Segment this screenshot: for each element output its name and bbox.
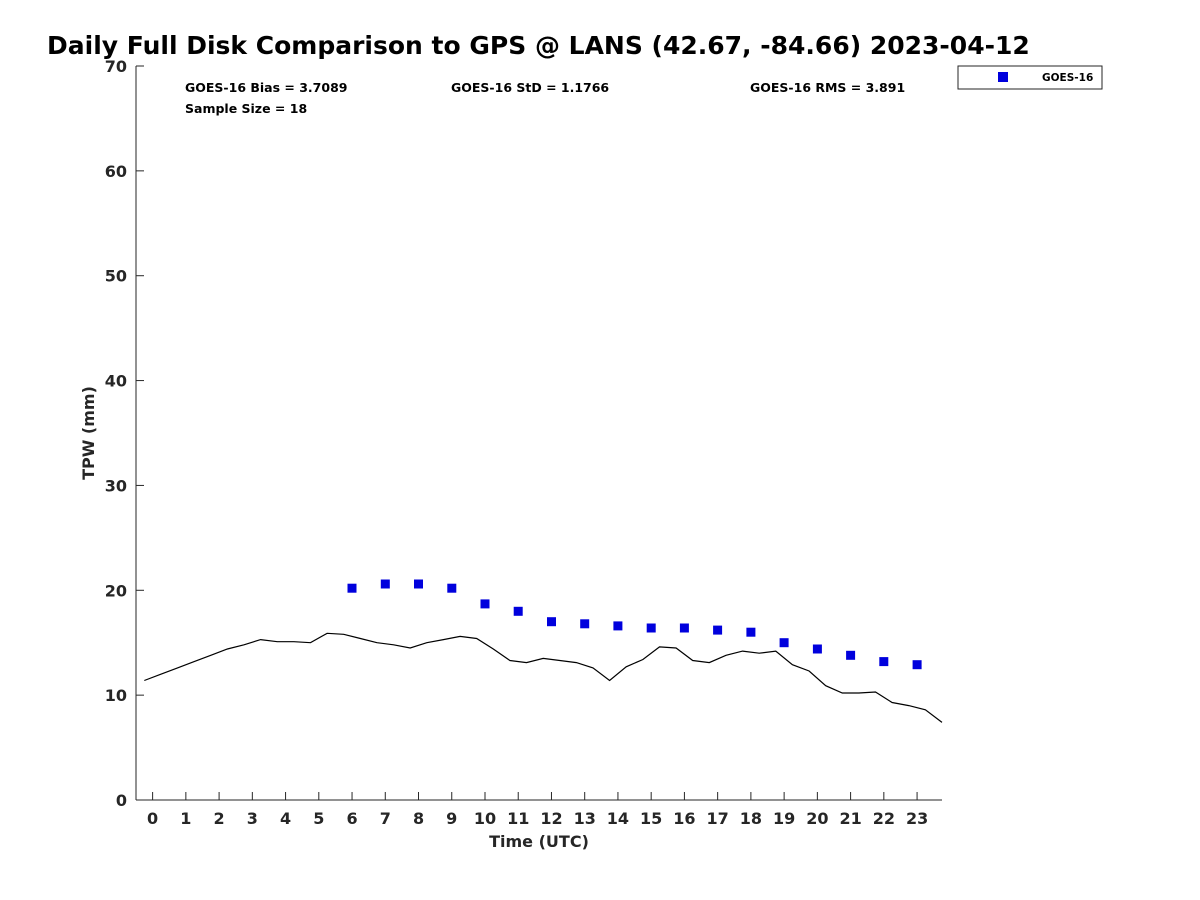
goes16-data-point [547, 617, 556, 627]
y-tick-label: 50 [105, 267, 127, 286]
x-tick-label: 0 [147, 809, 158, 828]
x-tick-label: 21 [839, 809, 861, 828]
x-tick-label: 5 [313, 809, 324, 828]
x-tick-label: 3 [247, 809, 258, 828]
x-tick-label: 2 [214, 809, 225, 828]
goes16-data-point [746, 627, 756, 637]
legend: GOES-16 [957, 65, 1103, 90]
chart-title: Daily Full Disk Comparison to GPS @ LANS… [47, 31, 1030, 60]
goes16-data-point [912, 660, 922, 670]
x-tick-label: 11 [507, 809, 529, 828]
x-tick-label: 20 [806, 809, 828, 828]
legend-box [957, 65, 1103, 90]
x-tick-label: 22 [873, 809, 895, 828]
x-tick-label: 7 [380, 809, 391, 828]
goes16-data-point [414, 579, 423, 589]
x-tick-label: 9 [446, 809, 457, 828]
plot-area [135, 66, 942, 801]
goes16-data-point [646, 623, 656, 633]
y-tick-label: 30 [105, 476, 127, 495]
x-tick-label: 4 [280, 809, 291, 828]
x-tick-label: 17 [707, 809, 729, 828]
goes16-data-point [812, 644, 822, 654]
goes16-data-point [613, 621, 623, 631]
goes16-data-point [713, 625, 723, 635]
x-tick-label: 23 [906, 809, 928, 828]
goes16-data-point [447, 583, 457, 593]
y-tick-label: 60 [105, 162, 127, 181]
y-ticks: 0 10 20 30 40 50 60 70 [105, 57, 144, 810]
x-tick-label: 18 [740, 809, 762, 828]
x-tick-label: 15 [640, 809, 662, 828]
goes16-data-point [347, 583, 357, 593]
std-stat: GOES-16 StD = 1.1766 [451, 80, 609, 95]
y-axis-label: TPW (mm) [79, 386, 98, 480]
x-tick-label: 6 [346, 809, 357, 828]
sample-size-stat: Sample Size = 18 [185, 101, 307, 116]
x-axis-label: Time (UTC) [489, 832, 589, 851]
goes16-data-point [879, 657, 889, 667]
x-tick-label: 10 [474, 809, 496, 828]
y-tick-label: 40 [105, 372, 127, 391]
x-tick-label: 8 [413, 809, 424, 828]
legend-label-goes16: GOES-16 [1042, 72, 1093, 84]
goes16-data-point [580, 619, 590, 629]
gps-tpw-line [144, 632, 943, 723]
x-ticks: 0 1 2 3 4 5 6 7 8 9 10 11 12 13 14 15 16 17 18 19 20 21 22 23 [147, 792, 928, 828]
x-tick-label: 16 [673, 809, 695, 828]
series-layer [144, 579, 943, 723]
y-tick-label: 0 [116, 791, 127, 810]
y-tick-label: 20 [105, 581, 127, 600]
legend-marker-goes16 [998, 72, 1008, 82]
x-tick-label: 13 [574, 809, 596, 828]
x-tick-label: 19 [773, 809, 795, 828]
goes16-data-point [846, 650, 856, 660]
bias-stat: GOES-16 Bias = 3.7089 [185, 80, 347, 95]
rms-stat: GOES-16 RMS = 3.891 [750, 80, 905, 95]
x-tick-label: 1 [180, 809, 191, 828]
x-tick-label: 12 [540, 809, 562, 828]
goes16-data-point [679, 623, 689, 633]
goes16-data-point [513, 606, 523, 616]
y-tick-label: 70 [105, 57, 127, 76]
goes16-data-point [779, 638, 789, 648]
x-tick-label: 14 [607, 809, 629, 828]
goes16-data-point [380, 579, 390, 589]
goes16-data-point [480, 599, 490, 609]
y-tick-label: 10 [105, 686, 127, 705]
